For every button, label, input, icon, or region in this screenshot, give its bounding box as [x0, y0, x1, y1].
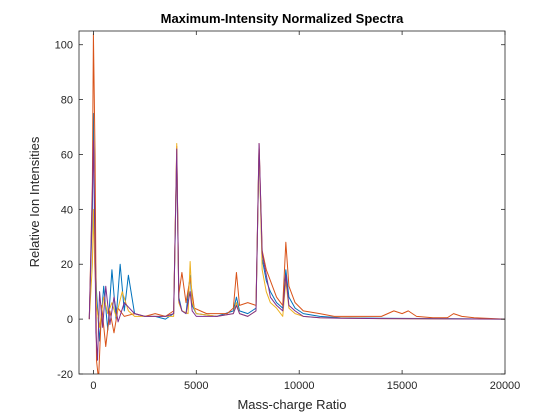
y-tick-label: 20	[61, 259, 73, 271]
x-tick-label: 20000	[490, 380, 521, 392]
axes-background	[79, 31, 505, 374]
chart-title: Maximum-Intensity Normalized Spectra	[161, 11, 404, 26]
plot-area	[79, 31, 505, 374]
x-axis-label: Mass-charge Ratio	[237, 397, 346, 412]
y-tick-label: 40	[61, 204, 73, 216]
y-tick-label: 100	[55, 40, 73, 52]
y-tick-label: 80	[61, 95, 73, 107]
y-tick-label: 0	[67, 314, 73, 326]
series-line-2	[88, 33, 505, 374]
ticks-layer: 0 5000 10000 15000 20000 -20 0 20 40 60 80 100	[55, 31, 521, 392]
series-line-4	[88, 140, 505, 361]
x-tick-label: 5000	[184, 380, 208, 392]
x-tick-label: 15000	[387, 380, 418, 392]
x-tick-label: 10000	[284, 380, 315, 392]
series-layer	[88, 33, 505, 374]
axes-frame	[78, 30, 506, 375]
y-axis-label: Relative Ion Intensities	[27, 136, 42, 267]
y-tick-label: 60	[61, 149, 73, 161]
y-tick-label: -20	[57, 369, 73, 381]
axes-box	[78, 30, 506, 375]
x-tick-label: 0	[90, 380, 96, 392]
